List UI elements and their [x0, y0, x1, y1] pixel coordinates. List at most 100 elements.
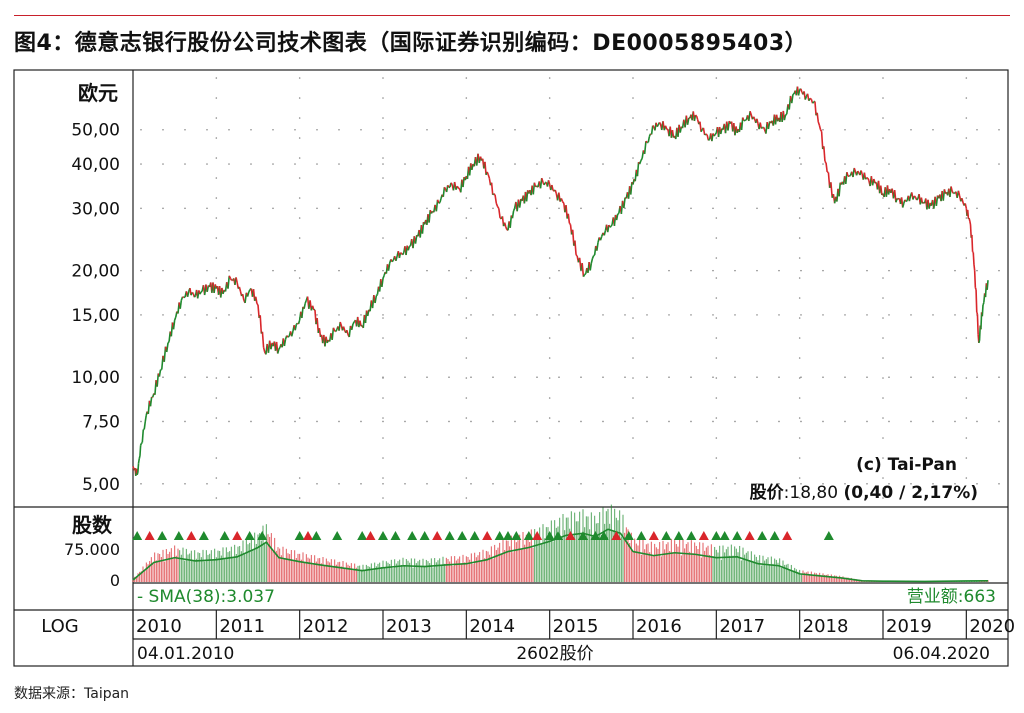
- price-segment: [235, 277, 238, 283]
- year-label: 2018: [803, 616, 849, 637]
- year-label: 2012: [303, 616, 349, 637]
- grid-dot: [465, 457, 468, 459]
- grid-dot: [690, 163, 692, 165]
- grid-dot: [465, 157, 468, 159]
- grid-dot: [715, 277, 718, 279]
- price-grid: [140, 77, 1000, 499]
- price-y-axis-label: 欧元: [78, 81, 118, 105]
- signal-marker: [390, 531, 401, 540]
- grid-dot: [548, 377, 551, 379]
- grid-dot: [965, 117, 968, 119]
- grid-dot: [426, 207, 428, 210]
- grid-dot: [382, 207, 384, 210]
- price-segment: [138, 455, 141, 459]
- signal-marker: [144, 531, 155, 540]
- price-segment: [167, 341, 170, 344]
- grid-dot: [932, 269, 934, 272]
- grid-dot: [646, 207, 648, 210]
- grid-dot: [228, 163, 230, 165]
- price-segment: [986, 280, 989, 290]
- grid-dot: [294, 128, 296, 131]
- grid-dot: [448, 207, 450, 210]
- price-segment: [650, 125, 654, 135]
- grid-dot: [492, 482, 494, 485]
- price-segment: [767, 121, 771, 130]
- price-segment: [790, 94, 794, 104]
- grid-dot: [426, 163, 428, 165]
- grid-dot: [965, 377, 968, 379]
- price-segment: [381, 278, 384, 287]
- grid-dot: [998, 420, 1000, 423]
- signal-marker: [565, 531, 576, 540]
- grid-dot: [800, 420, 802, 423]
- grid-dot: [822, 128, 824, 131]
- grid-dot: [798, 357, 801, 359]
- grid-dot: [298, 357, 301, 359]
- grid-dot: [215, 377, 218, 379]
- grid-dot: [294, 482, 296, 485]
- grid-dot: [668, 207, 670, 210]
- grid-dot: [215, 237, 218, 239]
- grid-dot: [548, 357, 551, 359]
- grid-dot: [184, 163, 186, 165]
- grid-dot: [715, 377, 718, 379]
- grid-dot: [882, 397, 884, 399]
- price-segment: [560, 198, 564, 202]
- signal-marker: [432, 531, 443, 540]
- grid-dot: [215, 97, 218, 99]
- grid-dot: [976, 207, 978, 210]
- signal-marker: [511, 531, 522, 540]
- copyright-label: (c) Tai-Pan: [856, 455, 957, 475]
- price-segment: [935, 195, 939, 206]
- grid-dot: [162, 207, 164, 210]
- price-segment: [896, 197, 899, 200]
- grid-dot: [965, 97, 968, 99]
- price-segment: [760, 126, 763, 130]
- grid-dot: [206, 482, 208, 485]
- price-segment: [671, 129, 675, 138]
- grid-dot: [632, 77, 634, 79]
- grid-dot: [465, 377, 468, 379]
- grid-dot: [910, 163, 912, 165]
- grid-dot: [715, 477, 718, 479]
- grid-dot: [338, 163, 340, 165]
- price-segment: [700, 129, 703, 133]
- grid-dot: [548, 497, 551, 499]
- scale-label: LOG: [41, 616, 79, 637]
- grid-dot: [228, 482, 230, 485]
- price-ytick-label: 7,50: [82, 412, 120, 432]
- price-value: :18,80: [784, 483, 838, 503]
- price-segment: [238, 286, 242, 292]
- signal-marker: [198, 531, 209, 540]
- grid-dot: [184, 207, 186, 210]
- price-segment: [591, 255, 595, 259]
- grid-dot: [998, 207, 1000, 210]
- price-segment: [303, 303, 307, 309]
- grid-dot: [715, 157, 718, 159]
- grid-dot: [712, 163, 714, 165]
- price-segment: [182, 296, 185, 299]
- price-segment: [141, 429, 145, 443]
- grid-dot: [162, 314, 164, 316]
- signal-marker: [132, 531, 143, 540]
- grid-dot: [910, 128, 912, 131]
- grid-dot: [715, 77, 718, 79]
- grid-dot: [250, 128, 252, 131]
- grid-dot: [632, 297, 634, 299]
- price-segment: [823, 146, 826, 162]
- grid-dot: [470, 207, 472, 210]
- grid-dot: [465, 437, 468, 439]
- grid-dot: [184, 420, 186, 423]
- source-label: 数据来源：: [14, 686, 84, 702]
- grid-dot: [465, 197, 468, 199]
- grid-dot: [882, 417, 884, 419]
- year-label: 2016: [636, 616, 682, 637]
- price-segment: [846, 171, 849, 177]
- price-segment: [848, 174, 851, 177]
- price-segment: [137, 458, 141, 464]
- price-segment: [705, 133, 708, 136]
- grid-dot: [715, 437, 718, 439]
- price-segment: [921, 201, 925, 204]
- grid-dot: [844, 207, 846, 210]
- grid-dot: [360, 420, 362, 423]
